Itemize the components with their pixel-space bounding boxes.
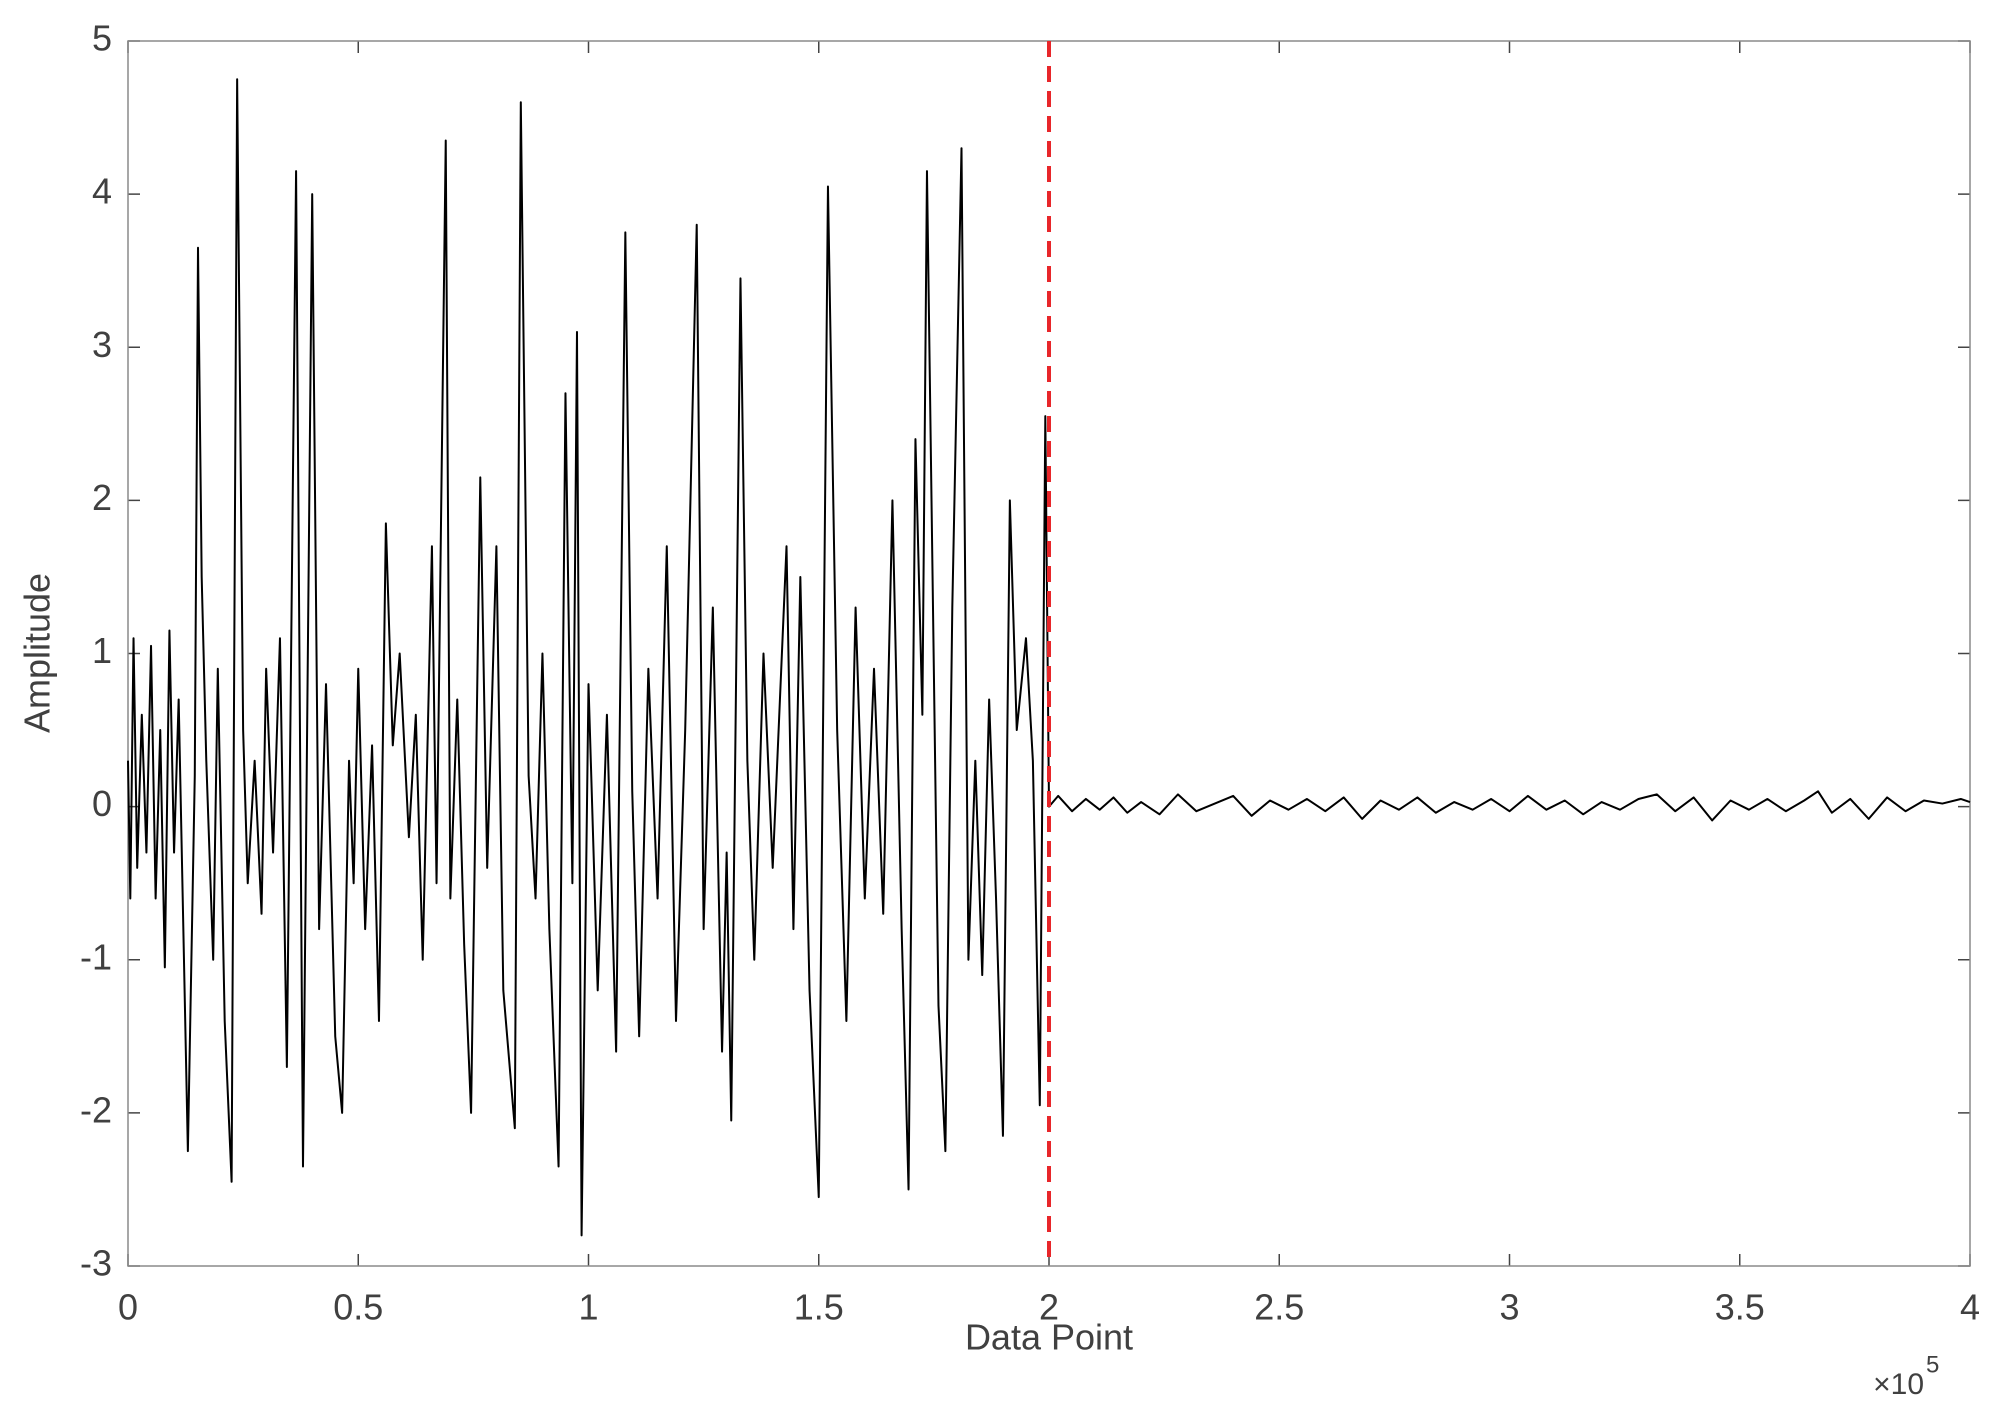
y-tick-label: 3 [92, 324, 112, 365]
x-tick-label: 4 [1960, 1287, 1980, 1328]
x-exponent: 5 [1926, 1351, 1939, 1378]
x-axis-label: Data Point [965, 1317, 1133, 1358]
y-tick-label: -1 [80, 936, 112, 977]
y-tick-label: 4 [92, 171, 112, 212]
y-tick-label: 1 [92, 630, 112, 671]
y-tick-label: 0 [92, 783, 112, 824]
y-tick-label: 5 [92, 18, 112, 59]
y-axis-label: Amplitude [17, 573, 58, 733]
x-tick-label: 2.5 [1254, 1287, 1304, 1328]
x-tick-label: 1.5 [794, 1287, 844, 1328]
x-tick-label: 0 [118, 1287, 138, 1328]
x-multiplier: ×10 [1873, 1368, 1924, 1401]
x-tick-label: 2 [1039, 1287, 1059, 1328]
y-tick-label: -3 [80, 1243, 112, 1284]
y-tick-label: 2 [92, 477, 112, 518]
y-tick-label: -2 [80, 1089, 112, 1130]
signal-line [127, 78, 1971, 1237]
x-tick-label: 0.5 [333, 1287, 383, 1328]
x-tick-label: 3.5 [1715, 1287, 1765, 1328]
x-tick-label: 3 [1499, 1287, 1519, 1328]
x-tick-label: 1 [578, 1287, 598, 1328]
